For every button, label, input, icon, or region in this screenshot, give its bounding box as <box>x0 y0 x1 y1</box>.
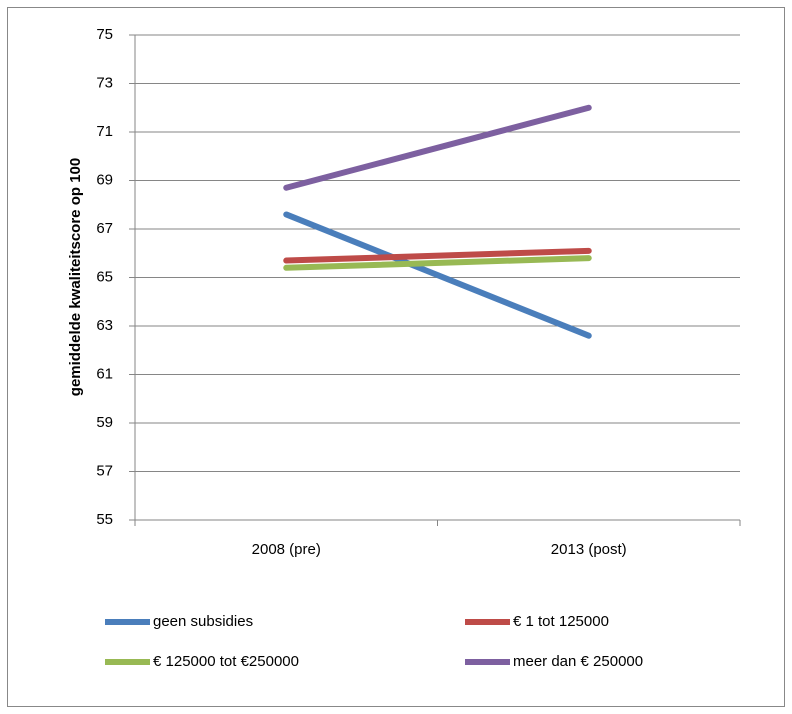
y-tick-label: 59 <box>96 414 113 431</box>
y-tick-label: 67 <box>96 220 113 237</box>
legend-label: meer dan € 250000 <box>513 653 643 670</box>
y-tick-label: 69 <box>96 171 113 188</box>
y-tick-label: 61 <box>96 365 113 382</box>
y-tick-label: 63 <box>96 317 113 334</box>
series-line <box>283 211 592 339</box>
legend-label: € 1 tot 125000 <box>513 613 609 630</box>
series-line <box>283 255 592 271</box>
legend-label: € 125000 tot €250000 <box>153 653 299 670</box>
series-line <box>283 104 592 191</box>
chart-frame <box>7 7 785 707</box>
y-tick-label: 57 <box>96 462 113 479</box>
y-tick-label: 73 <box>96 74 113 91</box>
series-line <box>283 247 592 264</box>
y-tick-label: 55 <box>96 511 113 528</box>
x-tick-label: 2008 (pre) <box>252 541 321 558</box>
y-tick-label: 75 <box>96 26 113 43</box>
y-axis-title: gemiddelde kwaliteitscore op 100 <box>67 158 84 396</box>
legend-label: geen subsidies <box>153 613 253 630</box>
y-tick-label: 71 <box>96 123 113 140</box>
x-tick-label: 2013 (post) <box>551 541 627 558</box>
y-tick-label: 65 <box>96 268 113 285</box>
